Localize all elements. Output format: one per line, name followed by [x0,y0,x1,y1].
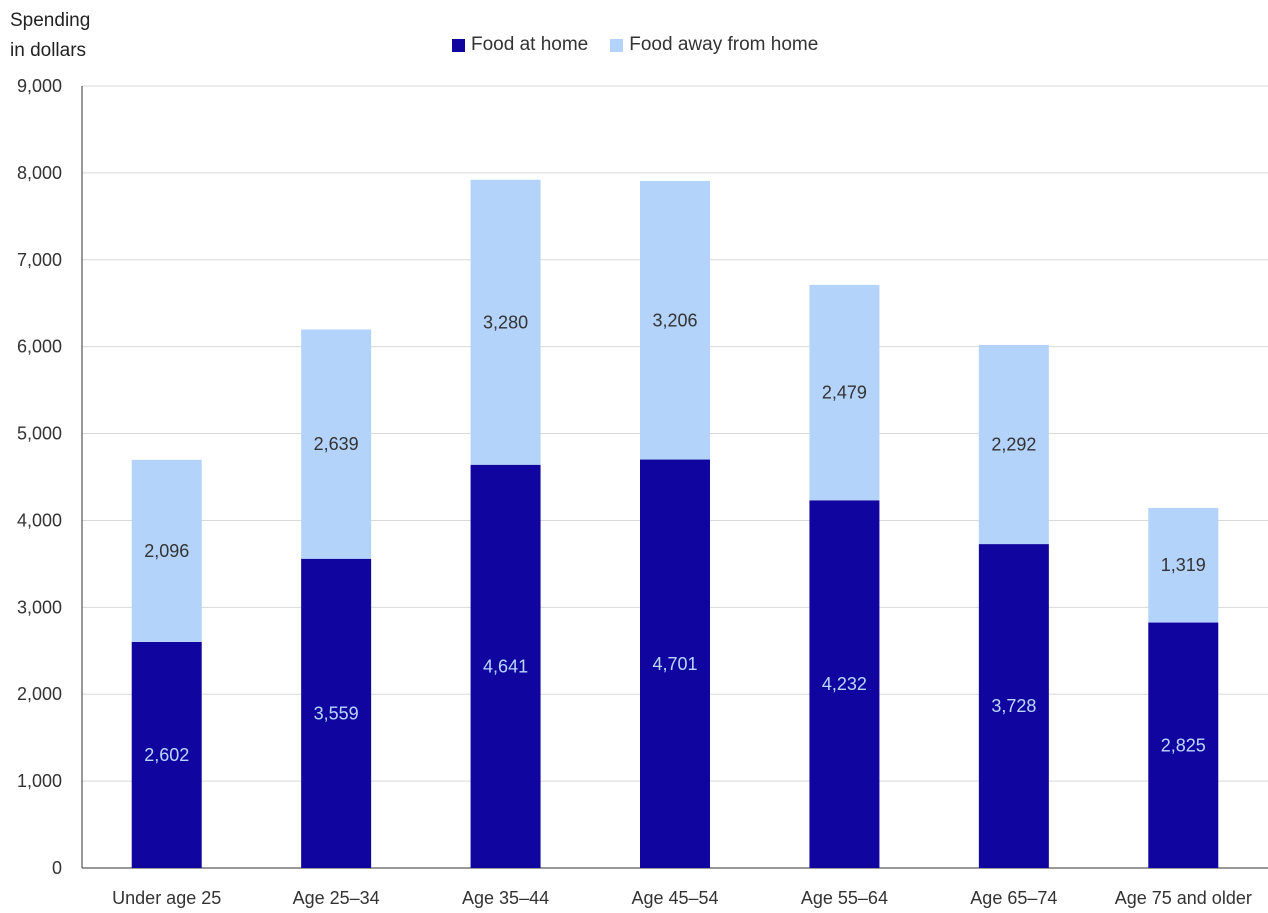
bar-food-away-from-home [640,180,710,460]
legend-label-food-away-from-home: Food away from home [629,34,819,55]
data-label: 3,728 [991,696,1036,716]
data-label: 4,641 [483,656,528,676]
data-label: 2,479 [822,383,867,403]
bar-food-at-home [301,558,372,868]
y-axis-label: Spending in dollars [10,6,90,66]
legend-swatch-food-at-home [452,38,465,52]
y-tick-label: 7,000 [17,250,62,270]
y-tick-label: 5,000 [17,424,62,444]
bar-food-at-home [978,544,1049,868]
data-label: 4,232 [822,674,867,694]
data-label: 2,096 [144,541,189,561]
data-label: 2,292 [991,435,1036,455]
y-tick-label: 1,000 [17,771,62,791]
x-tick-label: Age 75 and older [1115,888,1252,908]
legend-item-food-at-home: Food at home [452,34,588,56]
x-tick-label: Age 45–54 [631,888,718,908]
data-label: 2,602 [144,745,189,765]
bar-food-at-home [1148,622,1219,868]
y-tick-label: 9,000 [17,76,62,96]
data-label: 2,639 [314,434,359,454]
bar-food-away-from-home [978,344,1049,545]
y-tick-label: 4,000 [17,510,62,530]
x-tick-label: Age 65–74 [970,888,1057,908]
x-tick-label: Age 55–64 [801,888,888,908]
data-label: 3,559 [314,703,359,723]
bar-food-away-from-home [1148,507,1219,623]
x-tick-label: Age 25–34 [293,888,380,908]
bar-food-at-home [640,459,710,868]
x-tick-label: Age 35–44 [462,888,549,908]
bar-food-away-from-home [809,284,880,501]
bar-food-away-from-home [470,179,541,465]
y-axis-label-line-2: in dollars [10,40,87,61]
data-label: 2,825 [1161,735,1206,755]
bar-food-at-home [809,500,880,868]
y-axis-label-line-1: Spending [10,10,91,31]
y-tick-label: 3,000 [17,597,62,617]
y-tick-label: 8,000 [17,163,62,183]
bar-food-at-home [131,641,202,868]
data-label: 3,280 [483,312,528,332]
legend-label-food-at-home: Food at home [471,34,589,55]
bar-food-at-home [470,464,541,868]
bar-food-away-from-home [301,329,372,559]
data-label: 1,319 [1161,555,1206,575]
y-tick-label: 2,000 [17,684,62,704]
legend-swatch-food-away-from-home [610,38,624,52]
bar-food-away-from-home [131,459,202,642]
x-tick-label: Under age 25 [112,888,221,908]
legend-item-food-away-from-home: Food away from home [610,34,818,56]
data-label: 3,206 [652,310,697,330]
data-label: 4,701 [652,654,697,674]
y-tick-label: 0 [52,858,62,878]
chart-legend: Food at home Food away from home [452,34,840,56]
y-tick-label: 6,000 [17,337,62,357]
